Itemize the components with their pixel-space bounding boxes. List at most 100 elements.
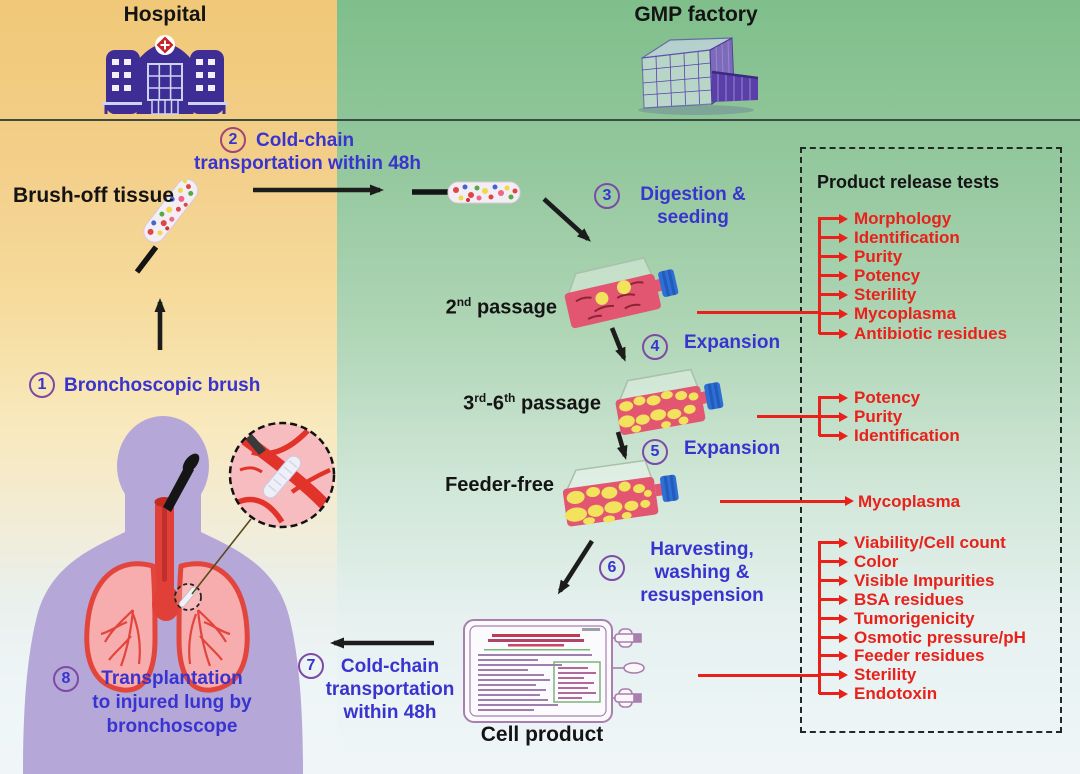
test-label: BSA residues (854, 590, 964, 609)
arrow-step5 (615, 431, 628, 460)
test-item: Endotoxin (819, 684, 937, 703)
passage-2-base: 2 (445, 296, 457, 319)
test-label: Sterility (854, 285, 917, 304)
test-label: Identification (854, 228, 960, 247)
passage-3-6-label: 3rd-6th passage (463, 391, 601, 415)
test-item: Purity (819, 407, 902, 426)
test-item: Sterility (819, 285, 916, 304)
test-item: Antibiotic residues (819, 324, 1007, 343)
red-line-flask2-to-tests (757, 415, 819, 418)
test-item: Feeder residues (819, 646, 984, 665)
step-8-number: 8 (53, 666, 79, 692)
red-arrow-icon (819, 217, 840, 220)
test-item: Potency (819, 266, 920, 285)
test-item: Sterility (819, 665, 916, 684)
step-4-label: Expansion (684, 332, 781, 353)
gmp-factory-title: GMP factory (634, 3, 758, 26)
tissue-sample-icon (412, 181, 521, 204)
arrow-step4 (609, 327, 627, 362)
test-label: Purity (854, 407, 903, 426)
red-arrow-icon (819, 654, 840, 657)
step-3-number: 3 (594, 183, 620, 209)
product-release-tests-title: Product release tests (817, 172, 1000, 192)
red-arrow-icon (819, 617, 840, 620)
step-2-label-line1: Cold-chain (256, 130, 355, 151)
passage-2-label: 2nd passage (446, 295, 557, 320)
red-line-bag-to-tests (698, 674, 819, 677)
red-line-flask3-to-tests (720, 500, 846, 503)
red-arrow-icon (819, 636, 840, 639)
step-7-label: Cold-chain transportation within 48h (325, 656, 455, 723)
test-item: Visible Impurities (819, 571, 994, 590)
red-arrow-icon (819, 312, 840, 315)
red-arrow-icon (819, 579, 840, 582)
test-label: Color (854, 552, 899, 571)
step-6-label: Harvesting, washing & resuspension (640, 539, 764, 606)
step-4-number: 4 (642, 334, 668, 360)
step-2-number: 2 (220, 127, 246, 153)
test-label: Mycoplasma (858, 492, 961, 511)
red-arrow-icon (819, 332, 840, 335)
red-arrow-icon (819, 274, 840, 277)
red-arrow-icon (819, 396, 840, 399)
arrow-step6 (557, 539, 594, 595)
test-label: Tumorigenicity (854, 609, 975, 628)
hospital-title: Hospital (123, 3, 207, 26)
factory-building-icon (638, 37, 759, 115)
test-item: Potency (819, 388, 920, 407)
red-arrow-icon (819, 673, 840, 676)
test-label: Viability/Cell count (854, 533, 1006, 552)
test-label: Potency (854, 388, 921, 407)
red-arrow-icon (819, 560, 840, 563)
step-5-number: 5 (642, 439, 668, 465)
cell-product-bag-icon (463, 619, 645, 723)
test-label: Identification (854, 426, 960, 445)
test-item: Mycoplasma (858, 492, 960, 511)
culture-flask-feeder-free-icon (562, 459, 679, 527)
test-label: Endotoxin (854, 684, 938, 703)
test-item: Tumorigenicity (819, 609, 975, 628)
test-item: Viability/Cell count (819, 533, 1006, 552)
test-label: Feeder residues (854, 646, 985, 665)
test-item: Color (819, 552, 898, 571)
feeder-free-label: Feeder-free (445, 474, 554, 496)
test-item: Osmotic pressure/pH (819, 628, 1026, 647)
test-label: Sterility (854, 665, 917, 684)
test-item: Mycoplasma (819, 304, 956, 323)
red-line-flask1-to-tests (697, 311, 819, 314)
red-arrow-icon (819, 415, 840, 418)
test-item: Purity (819, 247, 902, 266)
red-arrow-icon (819, 293, 840, 296)
step-3-label: Digestion & seeding (640, 184, 746, 228)
red-arrow-icon (819, 692, 840, 695)
test-item: Identification (819, 426, 960, 445)
culture-flask-2nd-passage-icon (564, 257, 679, 329)
red-arrow-icon (819, 236, 840, 239)
test-label: Mycoplasma (854, 304, 957, 323)
red-arrow-icon (819, 434, 840, 437)
test-label: Potency (854, 266, 921, 285)
test-item: Identification (819, 228, 960, 247)
header-divider-line (0, 119, 1080, 121)
test-label: Antibiotic residues (854, 324, 1008, 343)
step-1-label: Bronchoscopic brush (64, 375, 261, 396)
step-8-label: Transplantation to injured lung by broncho… (92, 668, 252, 737)
test-label: Visible Impurities (854, 571, 995, 590)
passage-2-rest: passage (471, 296, 557, 319)
test-item: BSA residues (819, 590, 964, 609)
test-label: Morphology (854, 209, 952, 228)
cell-product-label: Cell product (480, 723, 604, 746)
red-arrow-icon (819, 541, 840, 544)
step-6-number: 6 (599, 555, 625, 581)
passage-2-sup: nd (456, 295, 472, 309)
red-arrow-icon (819, 255, 840, 258)
test-label: Osmotic pressure/pH (854, 628, 1026, 647)
step-2-label-line2: transportation within 48h (194, 153, 421, 174)
step-5-label: Expansion (684, 438, 781, 459)
test-label: Purity (854, 247, 903, 266)
product-release-tests-box (800, 147, 1062, 733)
test-item: Morphology (819, 209, 951, 228)
red-arrow-icon (819, 598, 840, 601)
arrow-step3 (542, 197, 591, 242)
